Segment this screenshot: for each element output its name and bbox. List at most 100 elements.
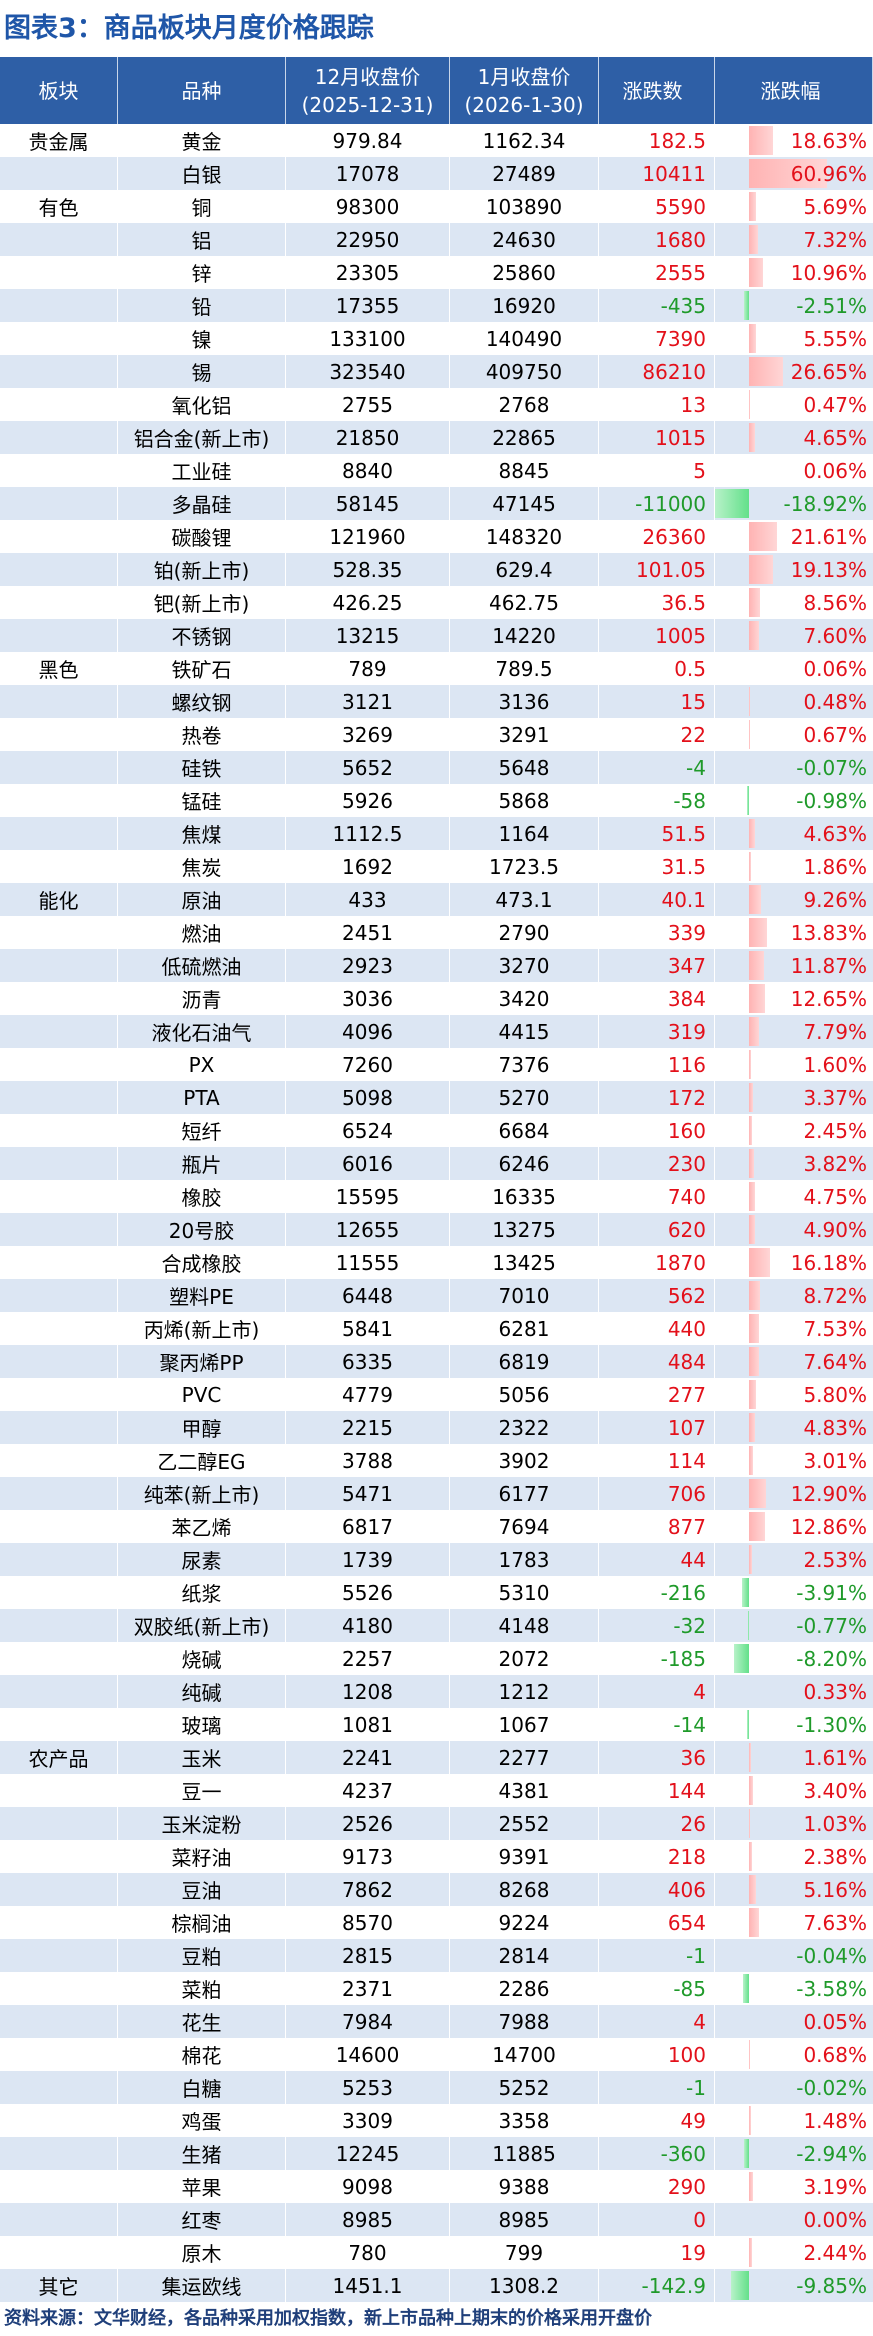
cell-text: 654 bbox=[667, 1910, 706, 1935]
table-row: 钯(新上市) 426.25 462.75 36.5 8.56% bbox=[0, 586, 873, 619]
cell-text: 484 bbox=[667, 1349, 706, 1374]
table-row: 瓶片 6016 6246 230 3.82% bbox=[0, 1147, 873, 1180]
data-cell: 1112.5 bbox=[286, 817, 450, 850]
cell-text: 2215 bbox=[342, 1415, 393, 1440]
data-cell: 40.1 bbox=[599, 883, 715, 916]
data-cell: 9388 bbox=[450, 2170, 599, 2203]
change-pct-cell: 1.48% bbox=[715, 2104, 873, 2137]
data-cell: 焦煤 bbox=[118, 817, 286, 850]
table-row: 原木 780 799 19 2.44% bbox=[0, 2236, 873, 2269]
cell-text: 780 bbox=[348, 2240, 387, 2265]
data-bar bbox=[747, 1611, 749, 1640]
sector-cell bbox=[0, 619, 118, 652]
change-pct-cell: 3.01% bbox=[715, 1444, 873, 1477]
data-cell: 2072 bbox=[450, 1642, 599, 1675]
cell-text: 473.1 bbox=[495, 887, 553, 912]
change-pct-cell: 4.90% bbox=[715, 1213, 873, 1246]
cell-text: 3036 bbox=[342, 986, 393, 1011]
table-row: 有色 铜 98300 103890 5590 5.69% bbox=[0, 190, 873, 223]
pct-text: 4.90% bbox=[803, 1217, 867, 1242]
pct-text: 11.87% bbox=[790, 953, 867, 978]
data-cell: 豆一 bbox=[118, 1774, 286, 1807]
sector-cell bbox=[0, 718, 118, 751]
table-row: 工业硅 8840 8845 5 0.06% bbox=[0, 454, 873, 487]
change-pct-cell: 26.65% bbox=[715, 355, 873, 388]
pct-text: 21.61% bbox=[790, 524, 867, 549]
cell-text: 不锈钢 bbox=[171, 625, 232, 649]
change-pct-cell: 2.53% bbox=[715, 1543, 873, 1576]
header-cell: 1月收盘价 (2026-1-30) bbox=[450, 57, 599, 124]
pct-text: -0.98% bbox=[796, 788, 867, 813]
data-bar bbox=[749, 1281, 761, 1310]
data-cell: -435 bbox=[599, 289, 715, 322]
cell-text: 2552 bbox=[498, 1811, 550, 1836]
data-cell: 乙二醇EG bbox=[118, 1444, 286, 1477]
data-cell: 182.5 bbox=[599, 124, 715, 157]
sector-cell bbox=[0, 1510, 118, 1543]
data-cell: 7390 bbox=[599, 322, 715, 355]
data-bar bbox=[749, 1380, 757, 1409]
data-bar bbox=[749, 1743, 752, 1772]
data-bar bbox=[749, 1842, 753, 1871]
pct-text: 7.79% bbox=[803, 1019, 867, 1044]
cell-text: 11555 bbox=[335, 1250, 400, 1275]
sector-cell bbox=[0, 2071, 118, 2104]
sector-text: 有色 bbox=[38, 196, 79, 220]
cell-text: 36.5 bbox=[661, 590, 706, 615]
cell-text: 290 bbox=[667, 2174, 706, 2199]
data-cell: 2277 bbox=[450, 1741, 599, 1774]
cell-text: 22950 bbox=[335, 227, 400, 252]
data-cell: 铝合金(新上市) bbox=[118, 421, 286, 454]
data-cell: 菜籽油 bbox=[118, 1840, 286, 1873]
cell-text: 7984 bbox=[342, 2009, 393, 2034]
pct-text: 3.40% bbox=[803, 1778, 867, 1803]
sector-cell: 其它 bbox=[0, 2269, 118, 2302]
data-cell: 尿素 bbox=[118, 1543, 286, 1576]
data-cell: -1 bbox=[599, 1939, 715, 1972]
change-pct-cell: -18.92% bbox=[715, 487, 873, 520]
cell-text: 1112.5 bbox=[332, 821, 403, 846]
data-cell: 36.5 bbox=[599, 586, 715, 619]
cell-text: 苯乙烯 bbox=[171, 1516, 232, 1540]
data-cell: 钯(新上市) bbox=[118, 586, 286, 619]
cell-text: 1680 bbox=[655, 227, 706, 252]
data-cell: 140490 bbox=[450, 322, 599, 355]
data-cell: 3309 bbox=[286, 2104, 450, 2137]
data-cell: 低硫燃油 bbox=[118, 949, 286, 982]
data-cell: 8845 bbox=[450, 454, 599, 487]
data-bar bbox=[749, 687, 750, 716]
cell-text: 14220 bbox=[492, 623, 556, 648]
cell-text: 319 bbox=[667, 1019, 706, 1044]
data-cell: 319 bbox=[599, 1015, 715, 1048]
data-cell: 玉米 bbox=[118, 1741, 286, 1774]
data-bar bbox=[749, 621, 759, 650]
pct-text: -3.58% bbox=[796, 1976, 867, 2001]
data-cell: 4 bbox=[599, 2005, 715, 2038]
cell-text: 短纤 bbox=[181, 1120, 222, 1144]
cell-text: 2526 bbox=[342, 1811, 393, 1836]
sector-cell bbox=[0, 2038, 118, 2071]
sector-cell bbox=[0, 751, 118, 784]
sector-cell: 有色 bbox=[0, 190, 118, 223]
data-cell: 6246 bbox=[450, 1147, 599, 1180]
cell-text: 豆油 bbox=[181, 1879, 222, 1903]
data-cell: 2923 bbox=[286, 949, 450, 982]
data-cell: 2768 bbox=[450, 388, 599, 421]
cell-text: 7988 bbox=[498, 2009, 550, 2034]
sector-cell bbox=[0, 2005, 118, 2038]
pct-text: 2.45% bbox=[803, 1118, 867, 1143]
pct-text: 3.37% bbox=[803, 1085, 867, 1110]
data-bar bbox=[749, 225, 759, 254]
cell-text: 8840 bbox=[342, 458, 393, 483]
title: 图表3：商品板块月度价格跟踪 bbox=[4, 13, 374, 44]
cell-text: 3270 bbox=[498, 953, 550, 978]
data-cell: 1212 bbox=[450, 1675, 599, 1708]
data-cell: 26360 bbox=[599, 520, 715, 553]
cell-text: 6684 bbox=[498, 1118, 550, 1143]
data-cell: 3270 bbox=[450, 949, 599, 982]
data-cell: 323540 bbox=[286, 355, 450, 388]
data-cell: 9391 bbox=[450, 1840, 599, 1873]
pct-text: -0.02% bbox=[796, 2075, 867, 2100]
cell-text: 789 bbox=[348, 656, 387, 681]
table-row: 聚丙烯PP 6335 6819 484 7.64% bbox=[0, 1345, 873, 1378]
